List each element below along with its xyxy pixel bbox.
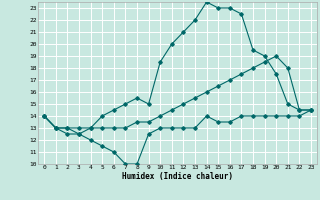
X-axis label: Humidex (Indice chaleur): Humidex (Indice chaleur) bbox=[122, 172, 233, 181]
